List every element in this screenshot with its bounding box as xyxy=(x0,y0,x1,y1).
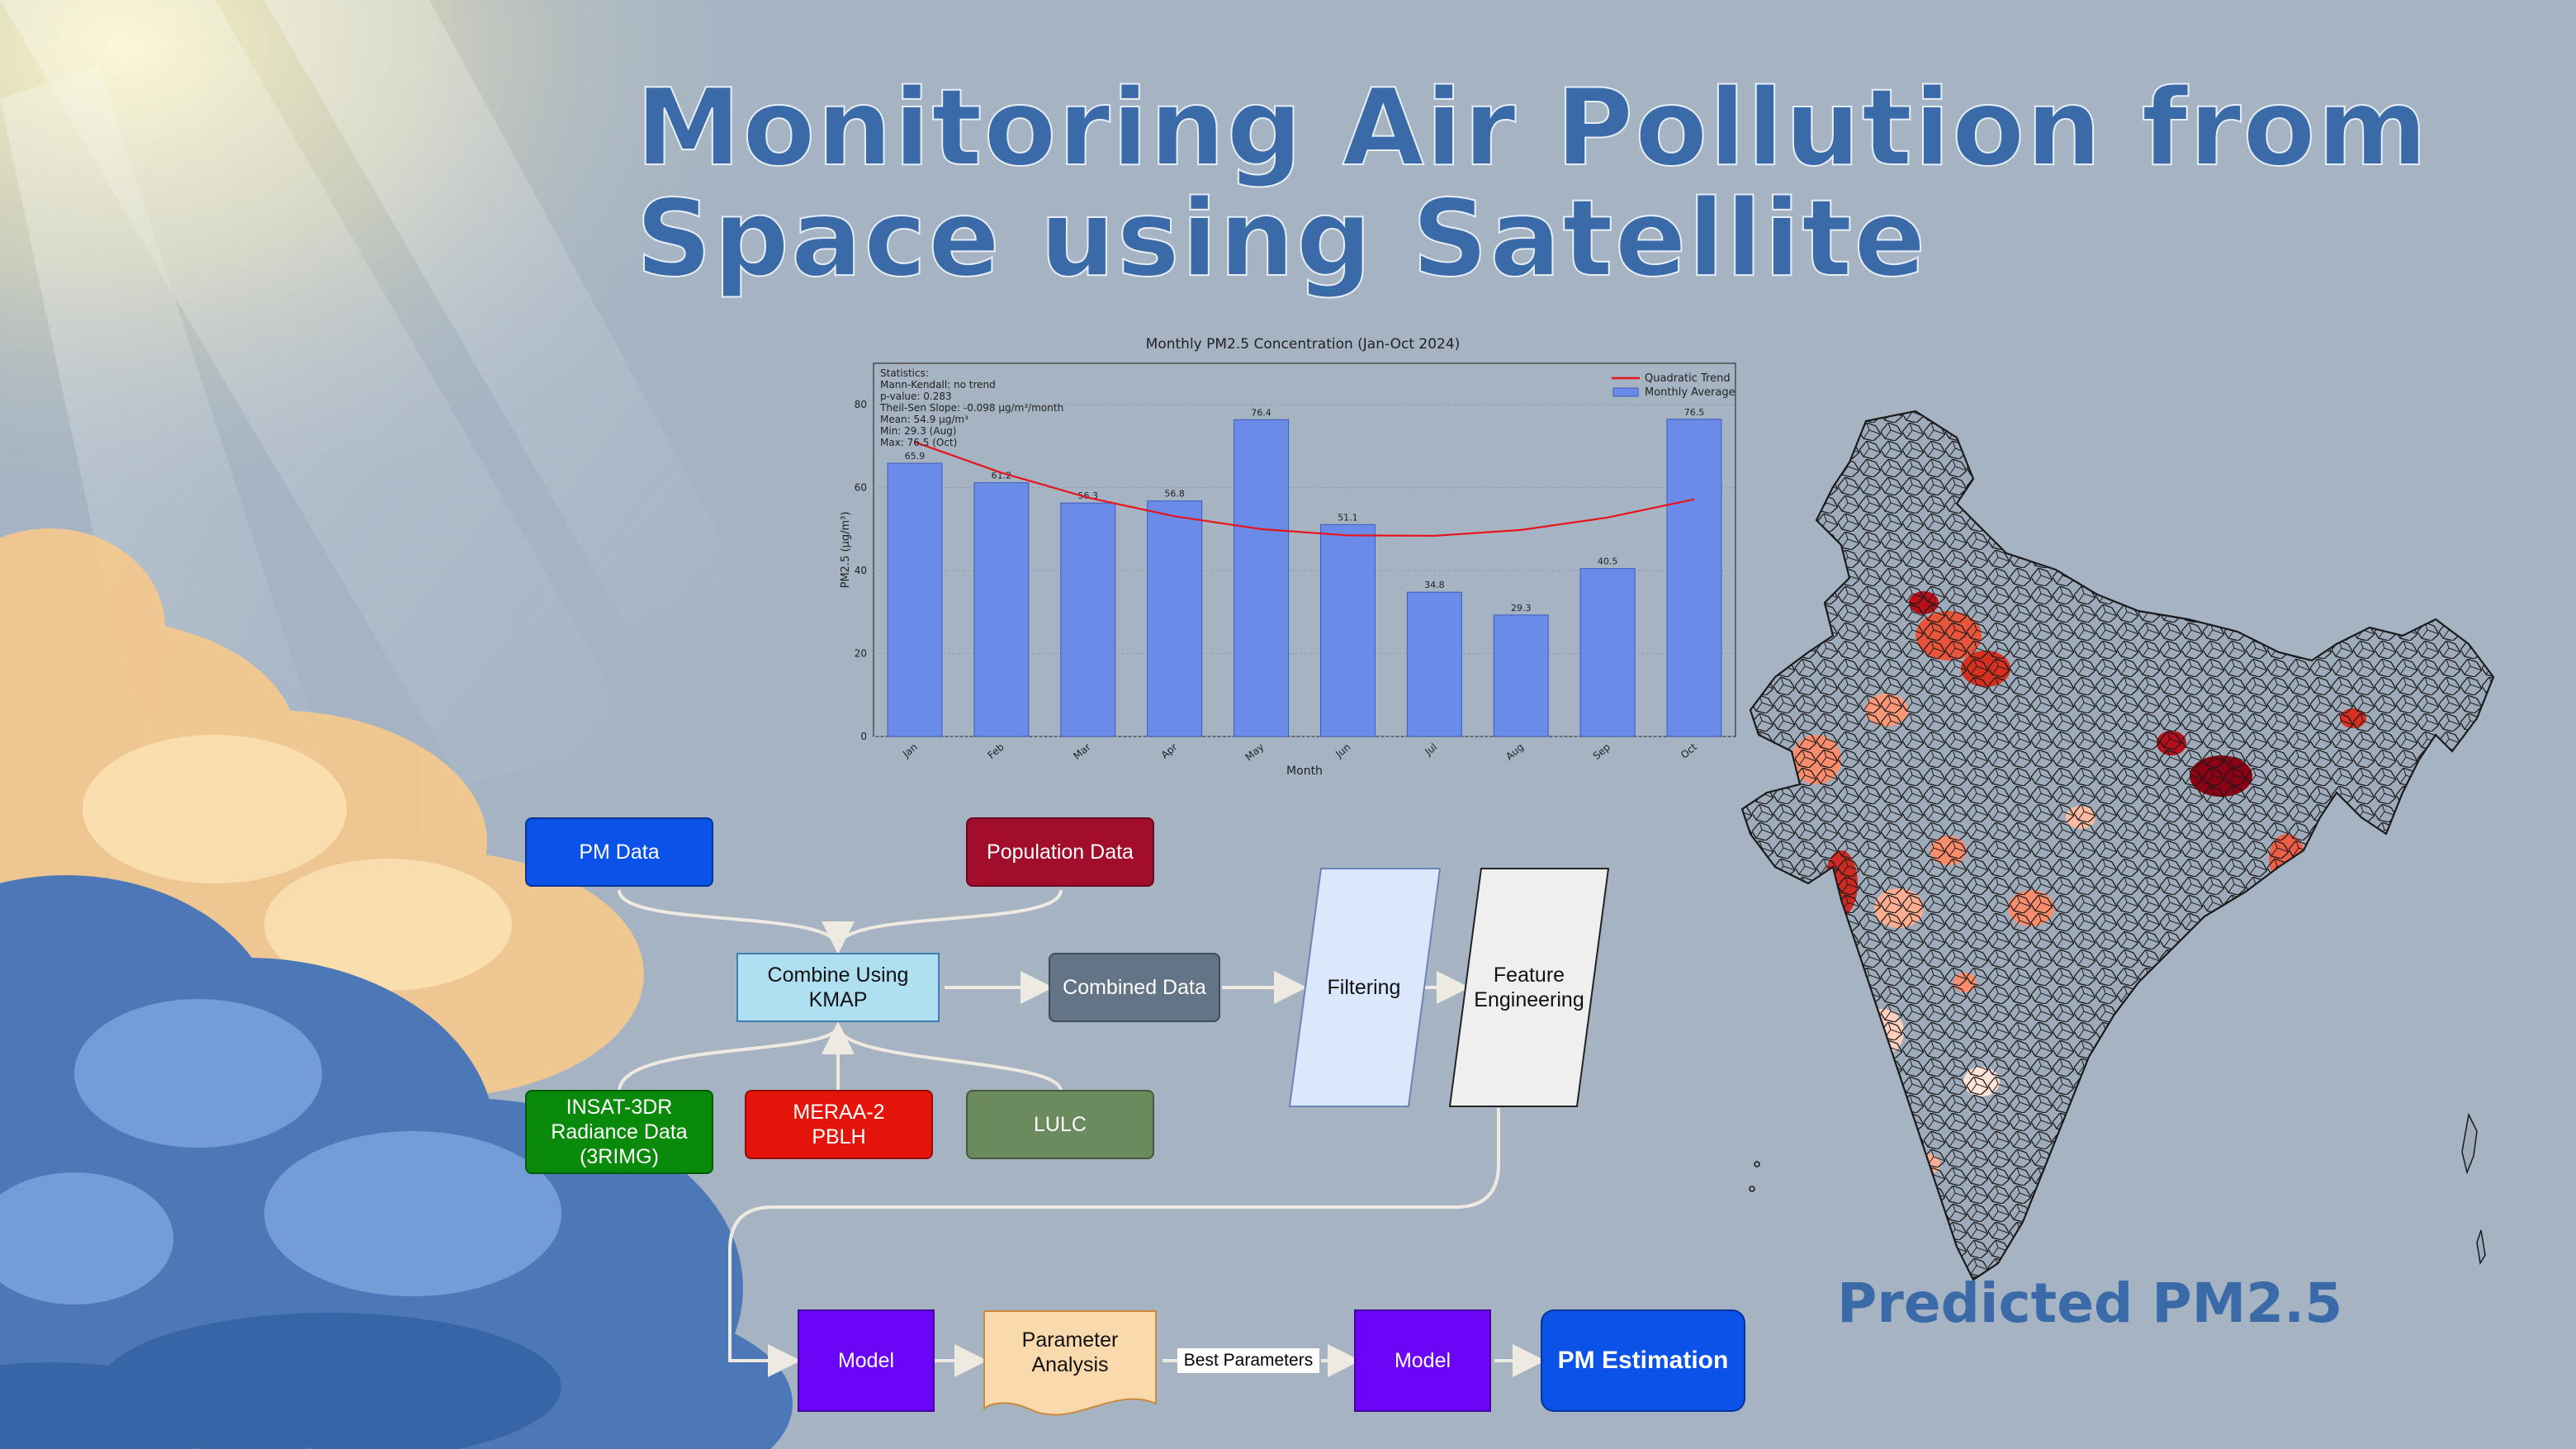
y-tick-label: 0 xyxy=(860,731,867,742)
model-2-label: Model xyxy=(1394,1349,1451,1372)
filtering-label: Filtering xyxy=(1327,976,1401,999)
combine-label-1: Combine Using xyxy=(767,964,909,987)
parameter-analysis-label-1: Parameter xyxy=(1021,1328,1119,1352)
combine-label-2: KMAP xyxy=(808,988,868,1011)
map-caption: Predicted PM2.5 xyxy=(1837,1271,2343,1335)
x-axis-label: Month xyxy=(1286,765,1323,778)
y-axis-label: PM2.5 (µg/m³) xyxy=(840,512,852,589)
feature-engineering-label-1: Feature xyxy=(1493,964,1565,987)
pm-data-label: PM Data xyxy=(579,841,660,864)
trend-line xyxy=(914,441,1695,537)
stats-line: p-value: 0.283 xyxy=(880,391,952,402)
bar-value-label: 40.5 xyxy=(1598,556,1618,567)
y-tick-label: 20 xyxy=(855,648,867,660)
bar-value-label: 61.2 xyxy=(992,471,1012,481)
filtering-label-box: Filtering xyxy=(1305,958,1423,1017)
lulc-label: LULC xyxy=(1034,1113,1087,1136)
page-title-line-1: Monitoring Air Pollution from xyxy=(635,67,2429,190)
bar xyxy=(973,482,1030,737)
bar xyxy=(1234,419,1290,737)
feature-engineering-label-2: Engineering xyxy=(1474,988,1584,1011)
lulc-box: LULC xyxy=(966,1090,1154,1159)
feature-engineering-label-box: Feature Engineering xyxy=(1466,951,1592,1024)
meraa-2-box: MERAA-2 PBLH xyxy=(745,1090,933,1159)
bar xyxy=(1579,568,1636,737)
y-tick-label: 40 xyxy=(855,565,867,576)
bar xyxy=(1666,419,1722,737)
bar-value-label: 51.1 xyxy=(1338,512,1358,523)
stats-line: Statistics: xyxy=(880,367,929,379)
stats-line: Theil-Sen Slope: -0.098 µg/m³/month xyxy=(879,402,1063,414)
legend-trend-label: Quadratic Trend xyxy=(1645,372,1731,385)
bar-value-label: 65.9 xyxy=(905,451,926,462)
model-box-1: Model xyxy=(798,1309,935,1412)
chart-title: Monthly PM2.5 Concentration (Jan-Oct 202… xyxy=(1146,336,1461,353)
stats-line: Mean: 54.9 µg/m³ xyxy=(880,414,968,425)
bar-value-label: 29.3 xyxy=(1511,603,1532,613)
population-data-label: Population Data xyxy=(987,841,1134,864)
model-1-label: Model xyxy=(837,1349,895,1372)
parameter-analysis-label-box: Parameter Analysis xyxy=(984,1311,1156,1394)
bar-value-label: 56.8 xyxy=(1164,489,1185,500)
bar xyxy=(887,462,943,737)
stats-line: Min: 29.3 (Aug) xyxy=(880,425,956,437)
meraa-label-1: MERAA-2 xyxy=(793,1101,885,1124)
bar xyxy=(1319,523,1376,737)
legend-bar-label: Monthly Average xyxy=(1645,386,1735,399)
pm-data-box: PM Data xyxy=(525,817,713,887)
insat-label-3: (3RIMG) xyxy=(580,1145,659,1168)
combined-data-label: Combined Data xyxy=(1063,976,1206,999)
combined-data-box: Combined Data xyxy=(1049,953,1220,1022)
bar xyxy=(1060,502,1116,737)
feature-engineering-shape xyxy=(1448,868,1610,1107)
bar xyxy=(1493,614,1549,737)
combine-kmap-box: Combine Using KMAP xyxy=(736,953,940,1022)
chart-legend: Quadratic Trend Monthly Average xyxy=(1612,372,1735,399)
filtering-shape xyxy=(1288,868,1442,1107)
best-parameters-label: Best Parameters xyxy=(1177,1348,1319,1373)
parameter-analysis-label-2: Analysis xyxy=(1031,1353,1109,1376)
insat-label-2: Radiance Data xyxy=(551,1120,688,1144)
population-data-box: Population Data xyxy=(966,817,1154,887)
bar-value-label: 34.8 xyxy=(1424,580,1445,590)
bar-value-label: 76.4 xyxy=(1251,407,1271,418)
page-title-line-2: Space using Satellite xyxy=(635,178,1928,301)
stats-line: Max: 76.5 (Oct) xyxy=(880,437,957,448)
insat-label-1: INSAT-3DR xyxy=(566,1096,673,1119)
flowchart: PM Data Population Data Combine Using KM… xyxy=(495,793,1783,1437)
model-box-2: Model xyxy=(1354,1309,1491,1412)
india-pm25-map xyxy=(1740,410,2495,1281)
insat-3dr-box: INSAT-3DR Radiance Data (3RIMG) xyxy=(525,1090,713,1174)
stats-line: Mann-Kendall: no trend xyxy=(880,379,996,391)
bar-value-label: 76.5 xyxy=(1684,407,1705,418)
pm-estimation-label: PM Estimation xyxy=(1557,1347,1729,1374)
bar xyxy=(1406,591,1462,737)
parameter-analysis-shape xyxy=(983,1310,1157,1416)
islands xyxy=(1749,1112,2486,1266)
meraa-label-2: PBLH xyxy=(812,1125,866,1148)
y-tick-label: 60 xyxy=(855,482,867,494)
bar xyxy=(1147,500,1203,737)
pm-estimation-box: PM Estimation xyxy=(1541,1309,1745,1412)
y-tick-label: 80 xyxy=(855,399,867,410)
pm25-monthly-chart: Monthly PM2.5 Concentration (Jan-Oct 202… xyxy=(826,330,1750,793)
flowchart-connectors xyxy=(618,868,1610,1416)
